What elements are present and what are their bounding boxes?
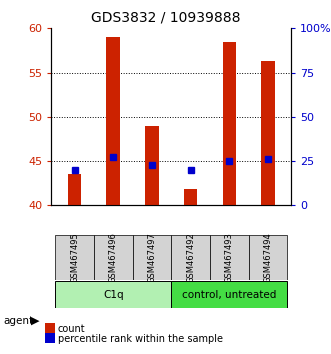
Text: agent: agent [3,316,33,326]
Text: GSM467494: GSM467494 [263,232,272,283]
Text: GSM467493: GSM467493 [225,232,234,283]
Text: ▶: ▶ [31,316,40,326]
Text: count: count [58,324,85,333]
Bar [107,37,120,205]
Text: GDS3832 / 10939888: GDS3832 / 10939888 [91,11,240,25]
Bar [210,235,249,280]
Text: GSM467497: GSM467497 [147,232,157,283]
Bar [249,235,287,280]
Text: percentile rank within the sample: percentile rank within the sample [58,334,223,344]
Text: GSM467495: GSM467495 [70,232,79,283]
Bar [133,235,171,280]
Bar [222,42,236,205]
Text: GSM467496: GSM467496 [109,232,118,283]
Text: GSM467492: GSM467492 [186,232,195,283]
Text: control, untreated: control, untreated [182,290,276,300]
Bar [171,281,287,308]
Bar [145,126,159,205]
Bar [171,235,210,280]
Text: C1q: C1q [103,290,123,300]
Bar [261,61,275,205]
Bar [68,175,81,205]
Bar [184,189,197,205]
Bar [94,235,133,280]
Bar [55,281,171,308]
Bar [55,235,94,280]
